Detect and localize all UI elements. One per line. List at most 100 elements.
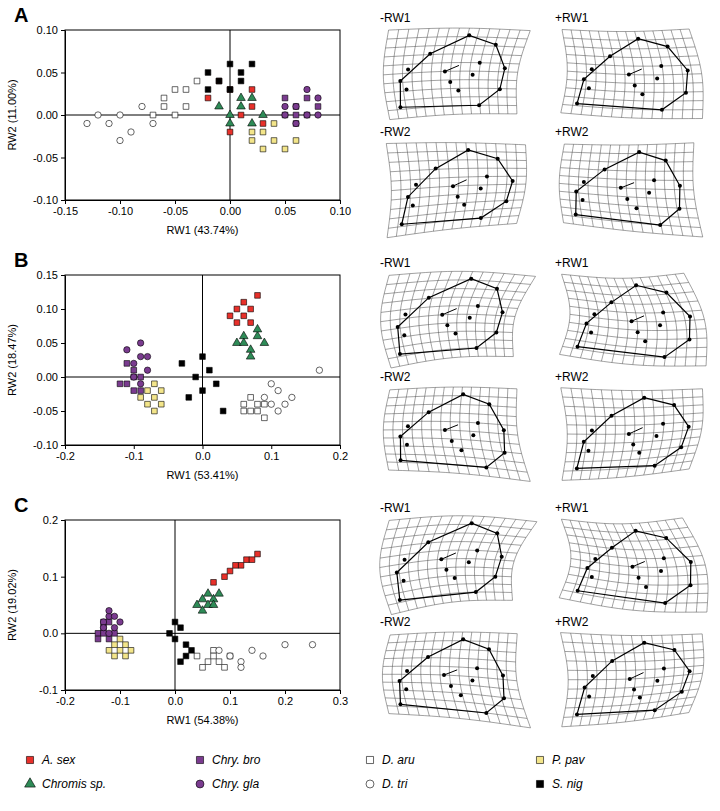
series (179, 354, 226, 414)
warp-label: +RW2 (555, 615, 589, 629)
warp-grid (383, 28, 530, 120)
grid-line (563, 642, 703, 644)
landmark (502, 696, 506, 700)
landmark (688, 583, 692, 587)
landmark (634, 529, 638, 533)
point (106, 636, 112, 642)
grid-line (564, 527, 688, 532)
point (260, 121, 266, 127)
point (194, 78, 200, 84)
grid-line (384, 421, 517, 426)
point (282, 641, 288, 647)
landmark (591, 674, 595, 678)
point (260, 653, 266, 659)
warp-label: -RW1 (380, 11, 411, 25)
warp-grid (382, 632, 530, 728)
grid-line (566, 413, 703, 417)
point (293, 103, 299, 109)
point (209, 600, 218, 607)
landmark (478, 61, 482, 65)
point (253, 331, 262, 338)
landmark (688, 669, 692, 673)
point (111, 624, 117, 630)
point (248, 119, 257, 126)
landmark (684, 91, 688, 95)
tick-mark (203, 445, 204, 449)
legend-symbol (536, 756, 543, 763)
point (227, 87, 233, 93)
shape-line (441, 553, 456, 559)
grid-line (560, 274, 570, 354)
tick: -0.1 (125, 445, 144, 462)
landmark (484, 711, 488, 715)
point (293, 112, 299, 118)
landmark (587, 86, 591, 90)
landmark (504, 199, 508, 203)
landmark (475, 548, 479, 552)
point (238, 112, 244, 118)
tick-label: -0.05 (33, 152, 58, 164)
point (131, 388, 137, 394)
point (282, 401, 288, 407)
point (106, 619, 112, 625)
landmark (468, 316, 472, 320)
series (261, 367, 322, 414)
landmark (680, 690, 684, 694)
landmark (653, 708, 657, 712)
legend-label: A. sex (41, 753, 76, 767)
point (271, 121, 277, 127)
landmark (655, 76, 659, 80)
shape-line (632, 316, 644, 321)
grid-line (693, 143, 703, 237)
point (227, 61, 233, 67)
shape-outline (400, 394, 504, 467)
landmark (471, 73, 475, 77)
point (248, 395, 254, 401)
landmark (587, 694, 591, 698)
legend-label: Chry. bro (212, 753, 261, 767)
grid-line (561, 518, 682, 524)
grid-line (565, 697, 695, 708)
series (211, 551, 261, 585)
tick: 0.00 (37, 371, 65, 383)
landmark (672, 403, 676, 407)
point (106, 607, 112, 613)
point (161, 104, 167, 110)
landmark (456, 195, 460, 199)
landmark (642, 396, 646, 400)
landmark (442, 673, 446, 677)
tick-mark (61, 73, 65, 74)
landmark (402, 333, 406, 337)
panel-letter: A (14, 4, 28, 26)
landmark (654, 434, 658, 438)
tick-label: 0.00 (37, 109, 58, 121)
tick-label: -0.2 (56, 695, 75, 707)
axis-line (65, 31, 66, 201)
series (282, 95, 321, 126)
landmark (476, 304, 480, 308)
warp-label: +RW2 (555, 370, 589, 384)
landmark (576, 589, 580, 593)
point (95, 112, 101, 118)
tick-label: 0.10 (330, 205, 351, 217)
point (237, 102, 246, 109)
grid-line (388, 641, 517, 643)
shape-outline (578, 531, 691, 603)
landmark (582, 440, 586, 444)
landmark (495, 287, 499, 291)
panel-letter: B (14, 249, 28, 271)
landmark (461, 392, 465, 396)
grid-line (561, 113, 703, 119)
point (158, 401, 164, 407)
grid-line (391, 184, 525, 190)
landmark (637, 451, 641, 455)
tick-label: 0.00 (37, 371, 58, 383)
landmark (448, 80, 452, 84)
legend-label: S. nig (552, 777, 583, 791)
tick-label: 0.10 (37, 24, 58, 36)
grid-line (561, 388, 703, 391)
point (268, 401, 274, 407)
grid-line (382, 575, 511, 586)
point (241, 408, 247, 414)
point (144, 367, 150, 373)
